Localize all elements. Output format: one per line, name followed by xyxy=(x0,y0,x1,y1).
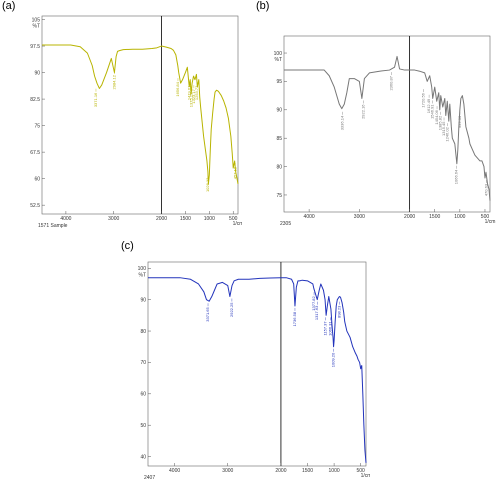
peak-label: 3371.16 xyxy=(93,92,98,107)
y-tick-label: 40 xyxy=(140,454,146,460)
peak-label: 1253.73 xyxy=(194,85,199,100)
y-axis-label: %T xyxy=(275,57,283,63)
x-axis-label: 1/cm xyxy=(361,473,370,479)
sample-label: 1571 Sample xyxy=(38,223,68,228)
y-tick-label: 50 xyxy=(140,423,146,429)
y-tick-label: 82.5 xyxy=(30,97,40,103)
plot-frame xyxy=(283,35,491,213)
y-tick-label: 75 xyxy=(276,193,282,199)
peak-label: 3371.65 xyxy=(205,306,210,321)
panel-label-a: (a) xyxy=(2,0,16,12)
x-tick-label: 1000 xyxy=(454,214,465,220)
x-tick-label: 3000 xyxy=(354,214,365,220)
peak-label: 1546.91 xyxy=(429,104,434,119)
peak-label: 1612.49 xyxy=(426,98,431,113)
sample-label: 2407 xyxy=(144,475,155,480)
x-tick-label: 2000 xyxy=(156,216,167,222)
peak-label: 999.00 xyxy=(457,115,462,128)
x-tick-label: 3000 xyxy=(222,468,233,474)
peak-label: 2984.12 xyxy=(111,74,116,89)
peak-label: 1385.82 xyxy=(438,115,443,130)
y-tick-label: 80 xyxy=(276,164,282,170)
peak-label: 1026.13 xyxy=(205,177,210,192)
y-tick-label: 100 xyxy=(274,51,283,57)
peak-label: 1454.06 xyxy=(434,109,439,124)
peak-label: 1246.02 xyxy=(444,126,449,141)
y-axis-label: %T xyxy=(139,272,147,278)
x-tick-label: 3000 xyxy=(108,216,119,222)
peak-label: 1720.56 xyxy=(421,92,426,107)
y-tick-label: 100 xyxy=(138,266,147,272)
y-tick-label: 70 xyxy=(140,360,146,366)
x-tick-label: 500 xyxy=(357,468,366,474)
peak-label: 1377.82 xyxy=(311,295,316,310)
x-axis-label: 1/cm xyxy=(485,219,496,225)
x-tick-label: 4000 xyxy=(169,468,180,474)
spectrum-line xyxy=(284,55,491,201)
peak-label: 1419.61 xyxy=(186,85,191,100)
peak-label: 3336.14 xyxy=(339,115,344,130)
peak-label: 1736.58 xyxy=(292,311,297,326)
ir-spectrum-chart-a: 105 97.5 90 82.5 75 67.5 60 52.5 %T 4000 3000 2000 1… xyxy=(30,15,242,228)
y-axis-label: %T xyxy=(33,24,41,30)
spectrum-line xyxy=(42,44,239,185)
sample-label: 2305 xyxy=(280,221,291,227)
peak-label: 1317.63 xyxy=(314,305,319,320)
peak-label: 2922.25 xyxy=(229,302,234,317)
peak-label: 1323.17 xyxy=(191,88,196,103)
peak-label: 1066.64 xyxy=(454,169,459,184)
ir-spectrum-chart-c: 100 90 80 70 60 50 40 %T 4000 3000 2000 1500 1000 500… xyxy=(138,261,370,480)
x-axis-label: 1/cm xyxy=(233,221,242,227)
y-tick-label: 90 xyxy=(34,70,40,76)
y-tick-label: 97.5 xyxy=(30,44,40,50)
y-tick-label: 85 xyxy=(276,136,282,142)
y-tick-label: 95 xyxy=(276,79,282,85)
panel-label-c: (c) xyxy=(121,240,134,252)
y-tick-label: 105 xyxy=(32,17,41,23)
peak-label: 457.13 xyxy=(232,166,237,179)
y-tick-label: 52.5 xyxy=(30,203,40,209)
peak-label: 1315.45 xyxy=(441,121,446,136)
panel-label-b: (b) xyxy=(256,0,270,12)
ir-spectrum-chart-b: 100 95 90 85 80 75 %T 4000 3000 2000 1500 1000 5001/… xyxy=(274,35,496,227)
x-tick-label: 1000 xyxy=(204,216,215,222)
peak-label: 1157.37 xyxy=(323,321,328,336)
spectrum-line xyxy=(148,277,367,463)
y-tick-label: 60 xyxy=(140,392,146,398)
peak-label: 2360.87 xyxy=(389,75,394,90)
y-tick-label: 60 xyxy=(34,176,40,182)
peak-label: 1375.25 xyxy=(188,92,193,107)
y-tick-label: 90 xyxy=(276,108,282,114)
x-tick-label: 2000 xyxy=(404,214,415,220)
x-tick-label: 1500 xyxy=(429,214,440,220)
peak-label: 2922.16 xyxy=(360,104,365,119)
plot-frame xyxy=(41,15,239,215)
x-tick-label: 1000 xyxy=(329,468,340,474)
peak-label: 1656.84 xyxy=(175,81,180,96)
x-tick-label: 4000 xyxy=(304,214,315,220)
x-tick-label: 1500 xyxy=(302,468,313,474)
x-tick-label: 2000 xyxy=(275,468,286,474)
y-tick-label: 90 xyxy=(140,297,146,303)
y-tick-label: 80 xyxy=(140,329,146,335)
peak-label: 1066.31 xyxy=(328,321,333,336)
x-tick-label: 500 xyxy=(229,216,238,222)
peak-label: 470.63 xyxy=(483,183,488,196)
y-tick-label: 67.5 xyxy=(30,150,40,156)
peak-label: 1009.20 xyxy=(331,352,336,367)
x-tick-label: 1500 xyxy=(180,216,191,222)
plot-frame xyxy=(147,261,367,467)
x-tick-label: 500 xyxy=(481,214,490,220)
peak-label: 898.23 xyxy=(337,305,342,318)
x-tick-label: 4000 xyxy=(60,216,71,222)
y-tick-label: 75 xyxy=(34,123,40,129)
